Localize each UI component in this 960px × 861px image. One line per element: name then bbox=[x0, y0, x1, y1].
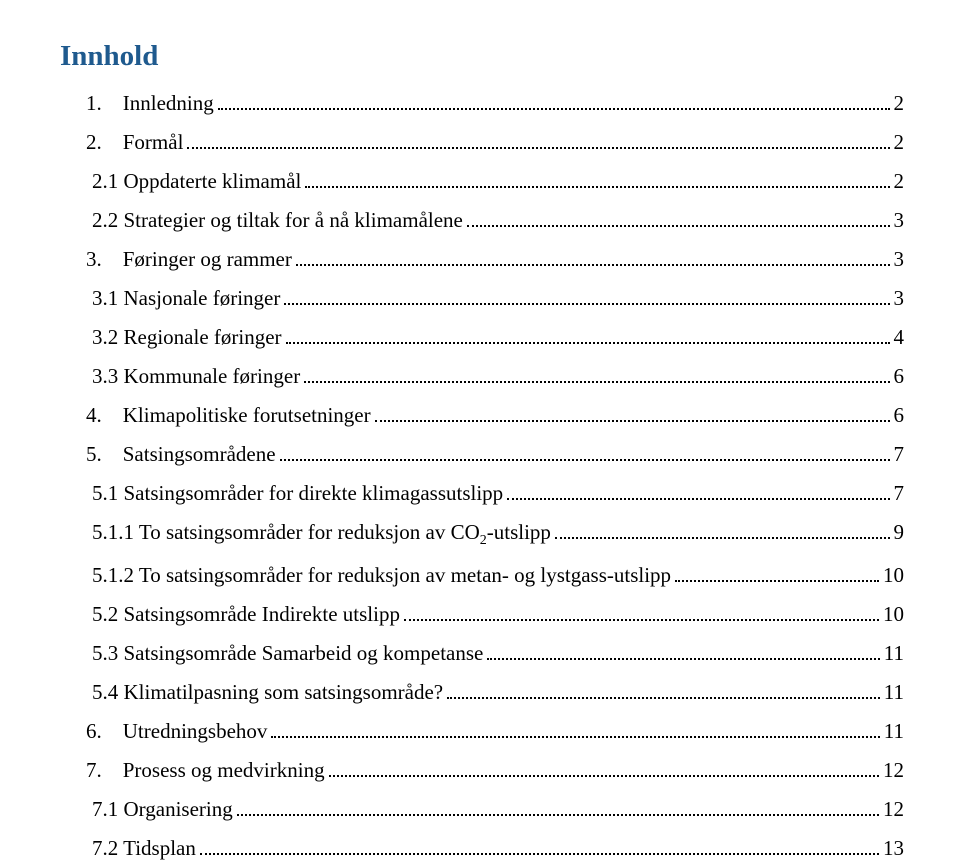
toc-entry: 2. Formål 2 bbox=[60, 130, 904, 155]
toc-entry-label: 3.3 Kommunale føringer bbox=[92, 364, 300, 389]
toc-entry-label: 1. Innledning bbox=[86, 91, 214, 116]
toc-entry-page: 2 bbox=[894, 130, 905, 155]
toc-entry-label: 5.1.1 To satsingsområder for reduksjon a… bbox=[92, 520, 551, 549]
toc-dot-leader bbox=[507, 498, 889, 500]
toc-entry-page: 12 bbox=[883, 797, 904, 822]
toc-dot-leader bbox=[487, 658, 879, 660]
toc-dot-leader bbox=[329, 775, 879, 777]
toc-entry-page: 2 bbox=[894, 169, 905, 194]
toc-dot-leader bbox=[271, 736, 879, 738]
toc-entry-label: 7.2 Tidsplan bbox=[92, 836, 196, 861]
toc-entry: 7.2 Tidsplan 13 bbox=[60, 836, 904, 861]
toc-entry: 5.1.2 To satsingsområder for reduksjon a… bbox=[60, 563, 904, 588]
toc-dot-leader bbox=[187, 147, 889, 149]
toc-dot-leader bbox=[296, 264, 890, 266]
toc-entry-label: 3.1 Nasjonale føringer bbox=[92, 286, 280, 311]
toc-entry-label: 5.1 Satsingsområder for direkte klimagas… bbox=[92, 481, 503, 506]
toc-entry-label: 5.2 Satsingsområde Indirekte utslipp bbox=[92, 602, 400, 627]
toc-entry-page: 10 bbox=[883, 602, 904, 627]
toc-entry-page: 6 bbox=[894, 403, 905, 428]
toc-entry-page: 11 bbox=[884, 641, 904, 666]
toc-dot-leader bbox=[675, 580, 879, 582]
toc-entry-page: 6 bbox=[894, 364, 905, 389]
toc-dot-leader bbox=[467, 225, 890, 227]
toc-entry-page: 2 bbox=[894, 91, 905, 116]
toc-entry-page: 3 bbox=[894, 247, 905, 272]
toc-entry: 5. Satsingsområdene 7 bbox=[60, 442, 904, 467]
toc-entry-label: 5. Satsingsområdene bbox=[86, 442, 276, 467]
toc-entry-page: 9 bbox=[894, 520, 905, 545]
toc-dot-leader bbox=[305, 186, 889, 188]
toc-entry-label: 4. Klimapolitiske forutsetninger bbox=[86, 403, 371, 428]
toc-dot-leader bbox=[286, 342, 890, 344]
toc-entry: 7.1 Organisering 12 bbox=[60, 797, 904, 822]
toc-entry: 4. Klimapolitiske forutsetninger 6 bbox=[60, 403, 904, 428]
toc-entry-label: 2. Formål bbox=[86, 130, 183, 155]
toc-entry: 5.3 Satsingsområde Samarbeid og kompetan… bbox=[60, 641, 904, 666]
toc-entry-label: 6. Utredningsbehov bbox=[86, 719, 267, 744]
toc-entry-label: 3.2 Regionale føringer bbox=[92, 325, 282, 350]
toc-entry-label: 5.1.2 To satsingsområder for reduksjon a… bbox=[92, 563, 671, 588]
toc-dot-leader bbox=[200, 853, 879, 855]
toc-entry-label: 5.4 Klimatilpasning som satsingsområde? bbox=[92, 680, 443, 705]
toc-entry-page: 10 bbox=[883, 563, 904, 588]
toc-dot-leader bbox=[375, 420, 890, 422]
toc-dot-leader bbox=[447, 697, 880, 699]
toc-entry: 7. Prosess og medvirkning 12 bbox=[60, 758, 904, 783]
toc-entry-label: 7. Prosess og medvirkning bbox=[86, 758, 325, 783]
toc-entry-label: 2.2 Strategier og tiltak for å nå klimam… bbox=[92, 208, 463, 233]
toc-entry: 5.1 Satsingsområder for direkte klimagas… bbox=[60, 481, 904, 506]
toc-entry-page: 11 bbox=[884, 719, 904, 744]
toc-dot-leader bbox=[555, 537, 890, 539]
toc-entry: 2.2 Strategier og tiltak for å nå klimam… bbox=[60, 208, 904, 233]
toc-entry-page: 13 bbox=[883, 836, 904, 861]
toc-dot-leader bbox=[237, 814, 879, 816]
toc-entry: 5.4 Klimatilpasning som satsingsområde? 1… bbox=[60, 680, 904, 705]
toc-entry-label: 5.3 Satsingsområde Samarbeid og kompetan… bbox=[92, 641, 483, 666]
toc-entry: 1. Innledning 2 bbox=[60, 91, 904, 116]
toc-entry: 2.1 Oppdaterte klimamål 2 bbox=[60, 169, 904, 194]
toc-entry-page: 12 bbox=[883, 758, 904, 783]
toc-dot-leader bbox=[404, 619, 879, 621]
toc-entry-page: 11 bbox=[884, 680, 904, 705]
toc-entry-label: 3. Føringer og rammer bbox=[86, 247, 292, 272]
toc-entry-label: 2.1 Oppdaterte klimamål bbox=[92, 169, 301, 194]
toc-entry-page: 4 bbox=[894, 325, 905, 350]
toc-entry-page: 7 bbox=[894, 481, 905, 506]
toc-entry: 3.2 Regionale føringer 4 bbox=[60, 325, 904, 350]
toc-entry: 3. Føringer og rammer 3 bbox=[60, 247, 904, 272]
toc-title: Innhold bbox=[60, 40, 904, 73]
toc-entry: 3.1 Nasjonale føringer 3 bbox=[60, 286, 904, 311]
toc-entry-page: 3 bbox=[894, 208, 905, 233]
toc-entry: 6. Utredningsbehov 11 bbox=[60, 719, 904, 744]
toc-dot-leader bbox=[218, 108, 890, 110]
toc-entry-page: 3 bbox=[894, 286, 905, 311]
toc-dot-leader bbox=[280, 459, 890, 461]
toc-entry-page: 7 bbox=[894, 442, 905, 467]
toc-dot-leader bbox=[284, 303, 889, 305]
toc-list: 1. Innledning22. Formål22.1 Oppdaterte k… bbox=[60, 91, 904, 861]
toc-entry: 3.3 Kommunale føringer 6 bbox=[60, 364, 904, 389]
toc-entry: 5.1.1 To satsingsområder for reduksjon a… bbox=[60, 520, 904, 549]
toc-dot-leader bbox=[304, 381, 889, 383]
toc-entry: 5.2 Satsingsområde Indirekte utslipp 10 bbox=[60, 602, 904, 627]
toc-entry-label: 7.1 Organisering bbox=[92, 797, 233, 822]
